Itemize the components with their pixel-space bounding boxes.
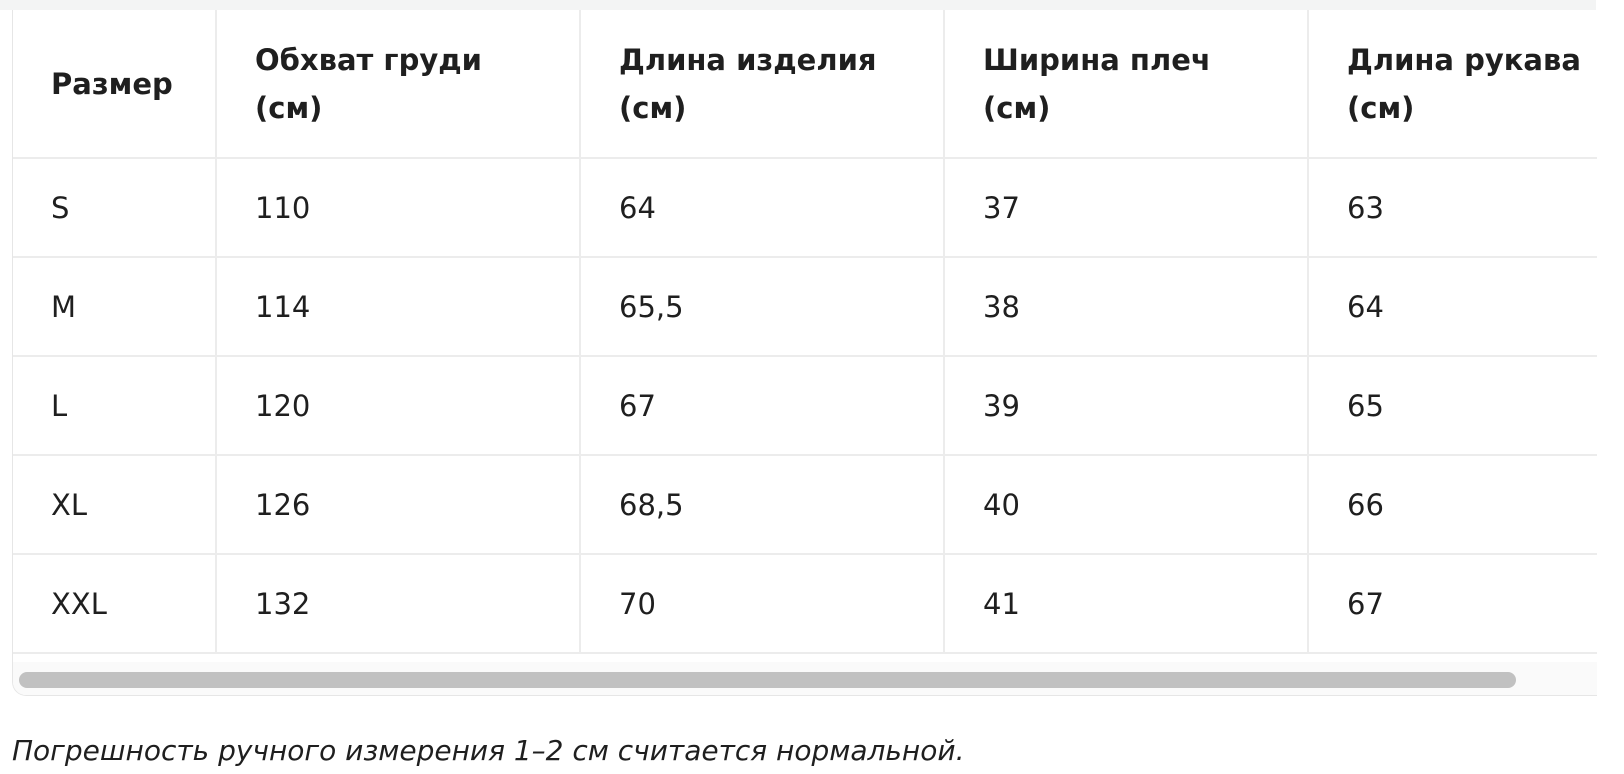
table-row: XXL 132 70 41 67 xyxy=(13,554,1597,654)
table-cell: 38 xyxy=(944,257,1309,357)
table-cell: 66 xyxy=(1308,455,1597,555)
table-cell: 67 xyxy=(1308,554,1597,654)
table-cell: 65,5 xyxy=(580,257,945,357)
scrollbar-thumb[interactable] xyxy=(19,672,1516,688)
table-cell: 40 xyxy=(944,455,1309,555)
table-cell: 126 xyxy=(216,455,581,555)
size-table: Размер Обхват груди (см) Длина изделия (см… xyxy=(13,10,1597,654)
table-container: Размер Обхват груди (см) Длина изделия (см… xyxy=(12,10,1597,696)
table-cell: 114 xyxy=(216,257,581,357)
table-row: S 110 64 37 63 xyxy=(13,158,1597,258)
header-cell: Ширина плеч (см) xyxy=(944,10,1309,159)
table-row: M 114 65,5 38 64 xyxy=(13,257,1597,357)
table-cell: 64 xyxy=(580,158,945,258)
table-cell: XXL xyxy=(13,554,217,654)
scrollbar[interactable] xyxy=(13,662,1597,695)
table-cell: 70 xyxy=(580,554,945,654)
table-cell: 67 xyxy=(580,356,945,456)
table-cell: 68,5 xyxy=(580,455,945,555)
header-cell: Обхват груди (см) xyxy=(216,10,581,159)
header-cell: Длина рукава (см) xyxy=(1308,10,1597,159)
table-body: S 110 64 37 63 M 114 65,5 38 64 L 120 67 39 65 XL 126 68,… xyxy=(13,158,1597,654)
header-row: Размер Обхват груди (см) Длина изделия (см… xyxy=(13,10,1597,159)
table-cell: S xyxy=(13,158,217,258)
table-cell: 65 xyxy=(1308,356,1597,456)
header-cell: Размер xyxy=(13,10,217,159)
table-cell: 41 xyxy=(944,554,1309,654)
table-cell: XL xyxy=(13,455,217,555)
caption: Погрешность ручного измерения 1–2 см счи… xyxy=(12,734,965,767)
table-cell: 110 xyxy=(216,158,581,258)
table-cell: 63 xyxy=(1308,158,1597,258)
table-cell: 120 xyxy=(216,356,581,456)
table-row: XL 126 68,5 40 66 xyxy=(13,455,1597,555)
table-cell: 39 xyxy=(944,356,1309,456)
table-cell: 64 xyxy=(1308,257,1597,357)
header-cell: Длина изделия (см) xyxy=(580,10,945,159)
table-cell: L xyxy=(13,356,217,456)
top-strip xyxy=(0,0,1596,10)
table-row: L 120 67 39 65 xyxy=(13,356,1597,456)
table-cell: M xyxy=(13,257,217,357)
table-cell: 132 xyxy=(216,554,581,654)
table-cell: 37 xyxy=(944,158,1309,258)
